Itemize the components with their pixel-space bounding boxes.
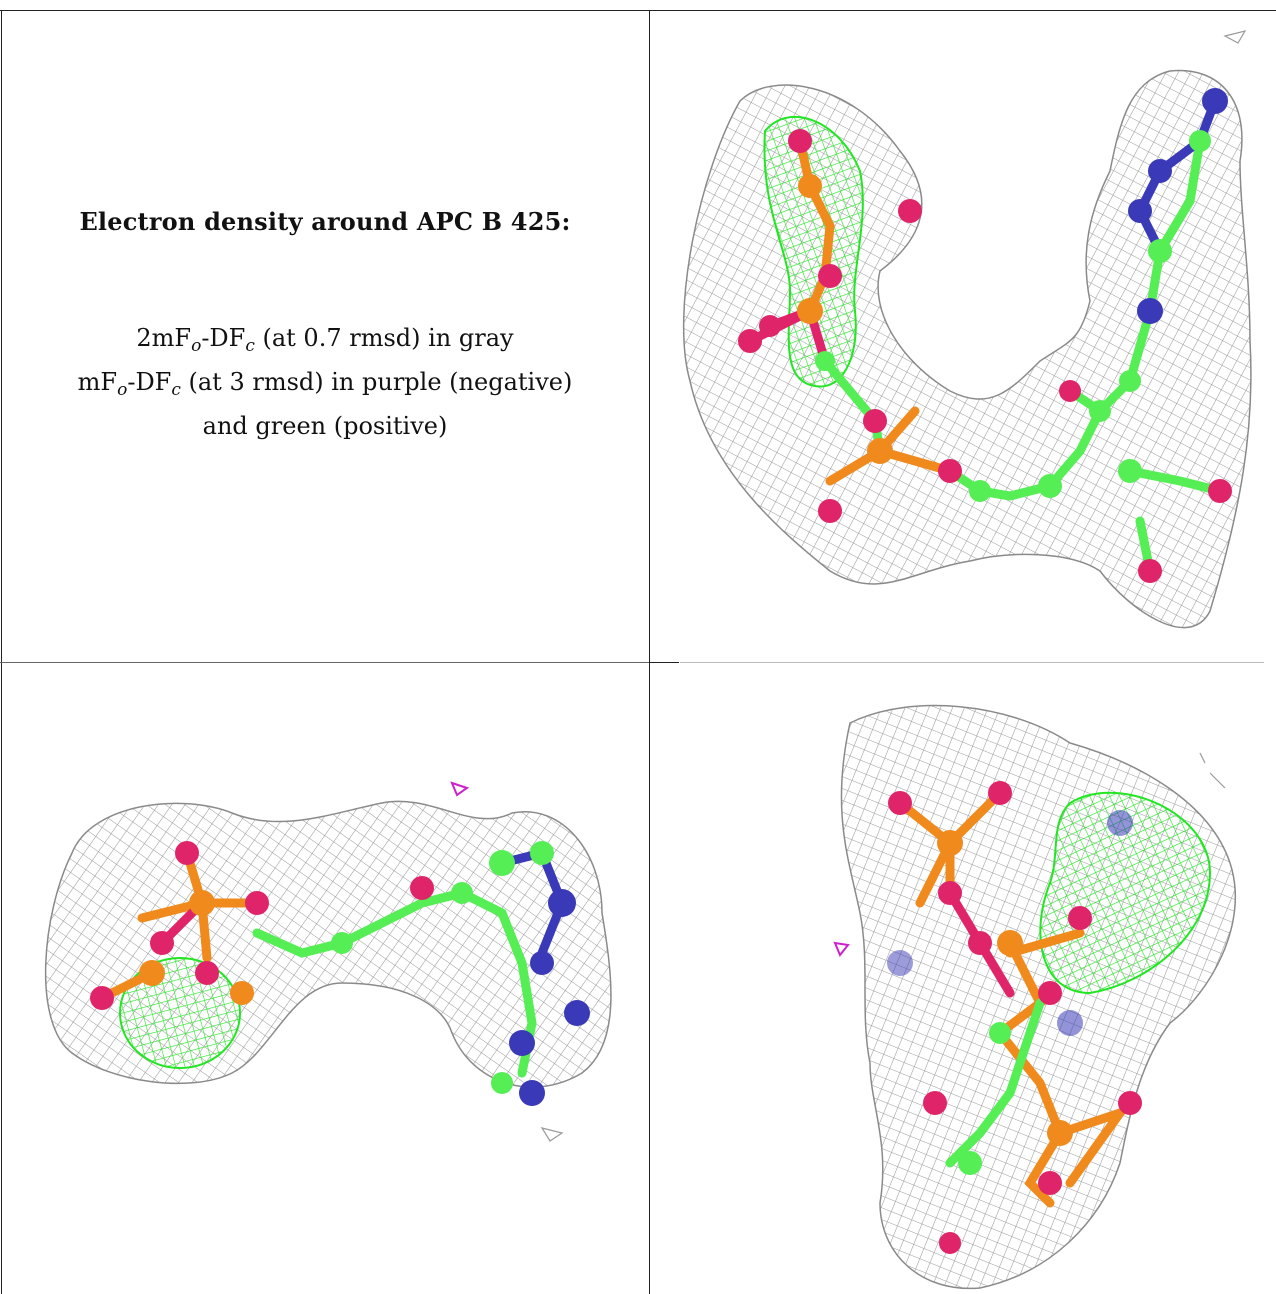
legend-line1-a-sub: o [191, 336, 202, 356]
center-divider [649, 10, 650, 1294]
legend-line1-a: 2mF [136, 324, 192, 352]
molecule-render-icon [833, 704, 1236, 1290]
molecule-render-icon [44, 781, 612, 1142]
legend-line-diff: mFo-DFc (at 3 rmsd) in purple (negative) [0, 364, 650, 408]
middle-divider-right [680, 662, 1264, 663]
legend-line2-a-sub: o [117, 380, 128, 400]
legend-line1-c: (at 0.7 rmsd) in gray [254, 324, 514, 352]
figure-title: Electron density around APC B 425: [79, 207, 571, 236]
left-border [1, 10, 2, 1294]
molecule-render-icon [682, 30, 1252, 629]
legend-line2-c: (at 3 rmsd) in purple (negative) [180, 368, 573, 396]
view-bottom-left [2, 663, 649, 1294]
top-border [0, 10, 1276, 11]
legend-line1-b: -DF [201, 324, 246, 352]
legend-line-green: and green (positive) [202, 412, 448, 440]
caption-cell: Electron density around APC B 425: 2mFo-… [0, 0, 650, 662]
legend-text: 2mFo-DFc (at 0.7 rmsd) in gray mFo-DFc (… [0, 320, 650, 444]
view-top-right [650, 11, 1276, 662]
legend-line1-b-sub: c [245, 336, 255, 356]
atoms [738, 88, 1232, 583]
legend-line2-a: mF [77, 368, 118, 396]
legend-line-gray: 2mFo-DFc (at 0.7 rmsd) in gray [0, 320, 650, 364]
middle-divider-tick [649, 662, 679, 663]
legend-line2-b-sub: c [171, 380, 181, 400]
green-density-mesh [119, 957, 241, 1069]
middle-divider-left [0, 662, 649, 663]
green-density-mesh [763, 115, 864, 388]
green-density-mesh [1039, 791, 1212, 995]
legend-line2-b: -DF [127, 368, 172, 396]
view-bottom-right [650, 663, 1276, 1294]
